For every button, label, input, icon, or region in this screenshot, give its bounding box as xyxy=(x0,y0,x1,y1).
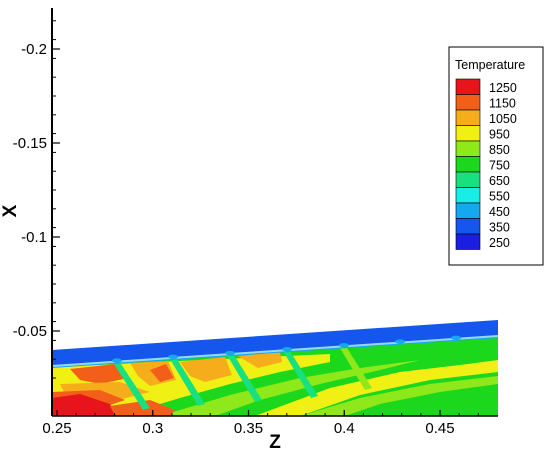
contour-region-1150 xyxy=(150,364,174,382)
contour-region-1050 xyxy=(180,357,232,382)
y-ticks: -0.2 -0.15 -0.1 -0.05 xyxy=(13,20,60,379)
legend-label: 1050 xyxy=(489,112,517,126)
x-tick-label: 0.45 xyxy=(425,420,454,437)
x-tick-label: 0.4 xyxy=(334,420,355,437)
contour-jet-650 xyxy=(170,359,205,406)
cooling-hole-marker xyxy=(451,335,461,341)
contour-wall-350 xyxy=(52,320,498,365)
y-axis-title: X xyxy=(0,204,21,217)
legend-swatch-850 xyxy=(455,140,481,157)
legend-swatch-350 xyxy=(455,218,481,235)
contour-region-950 xyxy=(255,360,498,416)
legend-swatch-550 xyxy=(455,187,481,204)
y-tick-label: -0.2 xyxy=(21,41,47,58)
legend-label: 650 xyxy=(489,174,510,188)
cooling-hole-marker xyxy=(339,343,349,348)
x-axis-title: Z xyxy=(269,432,281,453)
contour-jet-850 xyxy=(340,348,372,390)
legend-label: 1150 xyxy=(489,96,516,110)
x-tick-label: 0.3 xyxy=(142,420,163,437)
legend-swatch-650 xyxy=(455,171,481,188)
cooling-hole-marker xyxy=(225,350,235,356)
legend-label: 850 xyxy=(489,143,510,157)
legend-label: 250 xyxy=(489,236,510,250)
legend-label: 750 xyxy=(489,158,510,172)
y-tick-label: -0.05 xyxy=(13,323,47,340)
legend-swatch-1150 xyxy=(455,94,481,111)
x-tick-label: 0.25 xyxy=(42,420,71,437)
contour-jet-650 xyxy=(114,364,150,410)
contour-region-1050 xyxy=(238,352,282,368)
cooling-holes xyxy=(112,335,461,363)
cooling-hole-marker xyxy=(112,358,122,363)
legend-label: 950 xyxy=(489,127,510,141)
legend-swatch-250 xyxy=(455,233,481,250)
legend-swatch-950 xyxy=(455,125,481,142)
cooling-hole-marker xyxy=(395,339,405,344)
contour-field xyxy=(52,320,498,416)
y-tick-label: -0.1 xyxy=(21,229,47,246)
contour-region-850 xyxy=(160,360,420,416)
cooling-hole-marker xyxy=(168,354,178,360)
legend-label: 1250 xyxy=(489,81,517,95)
legend-swatch-1050 xyxy=(455,109,481,126)
legend-swatch-750 xyxy=(455,156,481,173)
cooling-hole-marker xyxy=(282,346,292,352)
contour-jet-650 xyxy=(227,355,262,402)
legend-label: 450 xyxy=(489,205,510,219)
legend-label: 550 xyxy=(489,189,510,203)
contour-region-850 xyxy=(300,376,498,416)
contour-wall-edge xyxy=(52,335,498,367)
contour-region-1250 xyxy=(52,394,115,416)
legend-label: 350 xyxy=(489,220,510,234)
contour-jet-650 xyxy=(283,351,318,398)
legend-swatch-1250 xyxy=(455,78,481,95)
x-ticks: 0.25 0.3 0.35 0.4 0.45 xyxy=(42,410,479,437)
legend-swatch-450 xyxy=(455,202,481,219)
legend-title: Temperature xyxy=(455,58,525,72)
x-tick-label: 0.35 xyxy=(234,420,263,437)
contour-region-1150 xyxy=(70,364,128,384)
y-tick-label: -0.15 xyxy=(13,135,47,152)
